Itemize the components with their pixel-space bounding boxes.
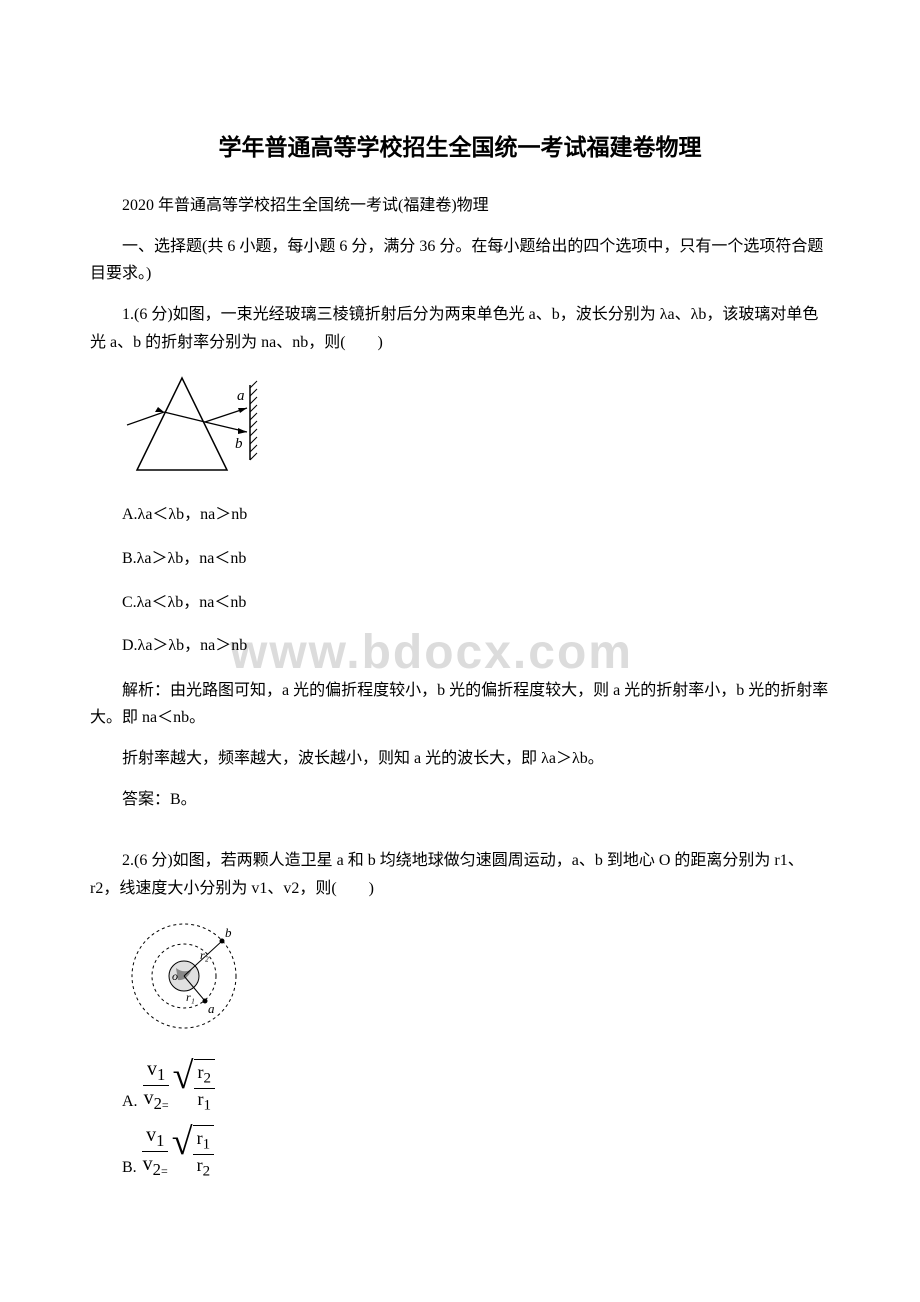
spacer [90, 827, 830, 847]
ray-b-arrow [238, 428, 247, 434]
q1-option-d: D.λa＞λb，na＞nb [90, 633, 830, 659]
page-title: 学年普通高等学校招生全国统一考试福建卷物理 [90, 130, 830, 167]
satellite-b [220, 938, 225, 943]
v1-sym: v [147, 1058, 157, 1080]
sqrt-b: √ r1 r2 [172, 1125, 214, 1180]
prism-svg: a b [122, 370, 262, 480]
q1-stem: 1.(6 分)如图，一束光经玻璃三棱镜折射后分为两束单色光 a、b，波长分别为 … [90, 301, 830, 355]
q1-option-a: A.λa＜λb，na＞nb [90, 502, 830, 528]
v1-subB: 1 [156, 1131, 164, 1150]
r-numB-sub: 1 [203, 1137, 211, 1153]
label-sat-a: a [208, 1001, 215, 1016]
ray-a-arrow [238, 408, 247, 413]
v2-sub: 2 [154, 1094, 162, 1113]
sqrt-a: √ r2 r1 [173, 1059, 215, 1114]
q1-option-c: C.λa＜λb，na＜nb [90, 590, 830, 616]
label-o: o [172, 969, 178, 983]
r-denA-sub: 1 [204, 1097, 212, 1113]
r-numA-sub: 2 [204, 1071, 212, 1087]
section-heading: 一、选择题(共 6 小题，每小题 6 分，满分 36 分。在每小题给出的四个选项… [90, 233, 830, 287]
frac-v1v2-a: v1 v2= [140, 1057, 173, 1114]
q2-orbit-figure: o a b r₁ r₂ [122, 916, 830, 1045]
q1-analysis-2: 折射率越大，频率越大，波长越小，则知 a 光的波长大，即 λa＞λb。 [90, 745, 830, 772]
v1-symB: v [146, 1124, 156, 1146]
intro-text: 2020 年普通高等学校招生全国统一考试(福建卷)物理 [90, 192, 830, 219]
incident-ray [127, 412, 164, 425]
incident-arrow [155, 407, 164, 412]
q1-answer: 答案：B。 [90, 786, 830, 813]
q1-prism-figure: a b [122, 370, 830, 489]
q2-stem: 2.(6 分)如图，若两颗人造卫星 a 和 b 均绕地球做匀速圆周运动，a、b … [90, 847, 830, 901]
v2-sym: v [144, 1087, 154, 1109]
v1-sub: 1 [157, 1065, 165, 1084]
q2-option-a: A. v1 v2= √ r2 r1 [122, 1058, 830, 1114]
screen-hatching [250, 381, 257, 460]
q2-option-b: B. v1 v2= √ r1 r2 [122, 1124, 830, 1180]
label-sat-b: b [225, 925, 232, 940]
opt-a-label: A. [122, 1089, 138, 1115]
label-b: b [235, 436, 243, 452]
q1-option-b: B.λa＞λb，na＜nb [90, 546, 830, 572]
r-denB-sub: 2 [203, 1163, 211, 1179]
opt-b-label: B. [122, 1155, 137, 1181]
satellite-a [203, 998, 208, 1003]
label-r2: r₂ [200, 948, 209, 962]
orbit-svg: o a b r₁ r₂ [122, 916, 252, 1036]
q1-analysis-1: 解析：由光路图可知，a 光的偏折程度较小，b 光的偏折程度较大，则 a 光的折射… [90, 677, 830, 731]
v2-subB: 2 [153, 1160, 161, 1179]
label-r1: r₁ [186, 990, 195, 1004]
v2-symB: v [143, 1153, 153, 1175]
document-content: 学年普通高等学校招生全国统一考试福建卷物理 2020 年普通高等学校招生全国统一… [90, 130, 830, 1180]
label-a: a [237, 388, 245, 404]
frac-v1v2-b: v1 v2= [139, 1123, 172, 1180]
